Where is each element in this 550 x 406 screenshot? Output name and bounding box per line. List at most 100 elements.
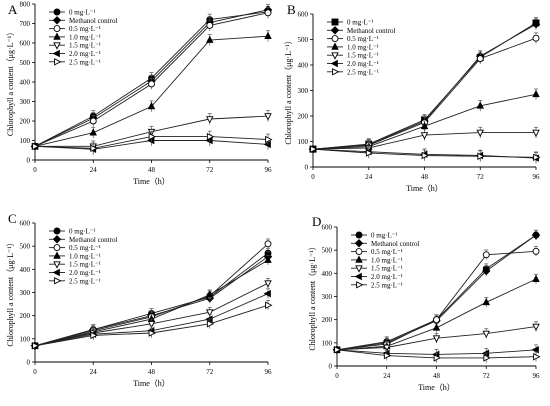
data-point	[264, 240, 272, 248]
data-point	[482, 330, 490, 339]
data-point	[476, 55, 484, 63]
x-tick-label: 48	[433, 372, 441, 380]
x-tick-label: 24	[90, 368, 98, 376]
x-tick-label: 96	[265, 368, 273, 376]
data-point	[420, 132, 429, 140]
series-6	[310, 145, 541, 163]
legend-label: 0 mg·L⁻¹	[371, 232, 398, 240]
data-point	[334, 346, 342, 354]
data-point	[432, 335, 441, 343]
legend-marker	[54, 277, 62, 285]
data-point	[265, 301, 273, 309]
y-axis-label: Chlorophyll a content（μg·L⁻¹）	[6, 238, 15, 346]
x-tick-label: 72	[206, 166, 214, 174]
data-point	[206, 132, 215, 141]
legend-marker	[331, 52, 339, 60]
series-6	[32, 300, 273, 350]
y-axis-label: Chlorophyll a content（μg·L⁻¹）	[284, 36, 293, 144]
series-3	[333, 273, 540, 353]
x-axis-label: Time（h）	[418, 383, 455, 392]
y-tick-label: 400	[322, 270, 333, 278]
legend-label: 0 mg·L⁻¹	[347, 19, 374, 27]
legend-marker	[52, 16, 62, 25]
legend-marker	[332, 68, 340, 76]
data-point	[147, 320, 156, 329]
legend-label: 2.5 mg·L⁻¹	[371, 281, 403, 289]
chart-panel-c: C 0 100 200 300 400 500 600 0 24 48 72 96 Time（h） Chlo…	[6, 211, 273, 388]
y-tick-label: 100	[20, 335, 31, 343]
y-tick-label: 300	[298, 87, 309, 95]
y-tick-label: 300	[20, 98, 31, 106]
data-point	[148, 329, 156, 337]
data-point	[263, 289, 271, 298]
legend-label: 0.5 mg·L⁻¹	[69, 25, 101, 33]
data-point	[310, 145, 318, 153]
x-tick-label: 96	[265, 166, 273, 174]
legend-label: 2.0 mg·L⁻¹	[371, 273, 403, 281]
y-axis-label: Chlorophyll a content（μg·L⁻¹）	[6, 28, 15, 136]
y-tick-label: 200	[20, 312, 31, 320]
x-tick-label: 0	[311, 173, 315, 181]
legend-label: 0.5 mg·L⁻¹	[371, 248, 403, 256]
legend-marker	[53, 42, 61, 50]
x-tick-label: 24	[90, 166, 98, 174]
data-point	[89, 128, 97, 136]
y-tick-label: 600	[20, 40, 31, 48]
legend-marker	[330, 59, 338, 68]
legend-label: Methanol control	[69, 236, 117, 244]
y-tick-label: 600	[322, 224, 333, 232]
data-point	[420, 121, 429, 130]
data-point	[206, 309, 214, 317]
data-point	[533, 153, 541, 162]
data-point	[532, 323, 540, 332]
data-point	[476, 129, 484, 138]
data-point	[433, 354, 441, 362]
x-tick-label: 0	[33, 166, 37, 174]
legend-label: 1.0 mg·L⁻¹	[69, 33, 101, 41]
legend-label: Methanol control	[371, 240, 419, 248]
legend-marker	[53, 25, 61, 33]
y-tick-label: 200	[322, 316, 333, 324]
y-tick-label: 400	[20, 266, 31, 274]
legend-marker	[331, 18, 339, 26]
y-tick-label: 200	[298, 113, 309, 121]
legend-label: 2.0 mg·L⁻¹	[69, 269, 101, 277]
legend-marker	[54, 58, 62, 66]
legend-label: 1.5 mg·L⁻¹	[347, 52, 379, 60]
x-axis-label: Time（h）	[133, 177, 170, 186]
data-point	[477, 152, 485, 161]
series-2	[31, 6, 272, 150]
y-tick-label: 400	[298, 62, 309, 70]
x-tick-label: 96	[533, 173, 541, 181]
data-point	[483, 354, 491, 362]
data-point	[206, 35, 214, 43]
legend-label: Methanol control	[347, 27, 395, 35]
y-axis-label: Chlorophyll a content（μg·L⁻¹）	[308, 242, 317, 350]
chart-panel-b: B 0 100 200 300 400 500 600 0 24 48 72 96 Time（h） Chlo…	[284, 2, 541, 193]
x-tick-label: 48	[421, 173, 429, 181]
data-point	[365, 149, 374, 157]
legend-label: 1.0 mg·L⁻¹	[371, 256, 403, 264]
data-point	[265, 135, 273, 144]
data-point	[90, 331, 98, 340]
x-tick-label: 96	[533, 372, 541, 380]
x-tick-label: 72	[477, 173, 485, 181]
y-tick-label: 600	[20, 220, 31, 228]
legend-marker	[354, 272, 362, 281]
legend-marker	[354, 239, 364, 248]
data-point	[383, 351, 392, 360]
series-6	[334, 346, 541, 363]
x-tick-label: 48	[148, 368, 156, 376]
legend-label: 2.5 mg·L⁻¹	[69, 58, 101, 66]
data-point	[533, 352, 541, 361]
data-point	[532, 274, 540, 282]
data-point	[531, 346, 539, 354]
legend-marker	[52, 268, 60, 277]
x-axis-label: Time（h）	[133, 379, 170, 388]
legend-label: 0 mg·L⁻¹	[69, 228, 96, 236]
legend-label: 0.5 mg·L⁻¹	[69, 244, 101, 252]
data-point	[476, 101, 484, 109]
legend-marker	[53, 32, 61, 40]
chart-panel-d: D 0 100 200 300 400 500 600 0 24 48 72 96 Time（h） Chlo…	[308, 214, 541, 392]
